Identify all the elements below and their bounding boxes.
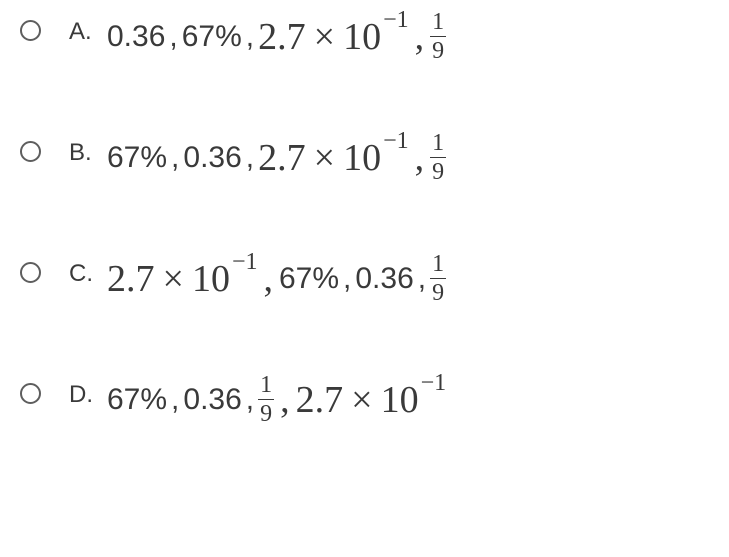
separator: , (263, 260, 273, 298)
value-text: 0.36 (183, 143, 241, 173)
sci-exponent: −1 (232, 250, 258, 274)
separator: , (246, 385, 254, 415)
value-text: 67% (279, 264, 339, 294)
option-letter: C. (69, 260, 99, 288)
option-expression: 2.7×10−1,67%, 0.36, 19 (107, 252, 446, 305)
fraction: 19 (430, 10, 446, 63)
sci-exponent: −1 (383, 129, 409, 153)
fraction: 19 (258, 373, 274, 426)
scientific-notation: 2.7×10−1 (296, 381, 446, 419)
times-symbol: × (351, 381, 372, 419)
option-letter: A. (69, 18, 99, 46)
sci-base: 10 (343, 139, 381, 177)
radio-button[interactable] (20, 262, 41, 283)
scientific-notation: 2.7×10−1 (258, 18, 408, 56)
value-text: 0.36 (183, 385, 241, 415)
radio-button[interactable] (20, 20, 41, 41)
sci-coefficient: 2.7 (258, 18, 306, 56)
option-expression: 67%, 0.36,2.7×10−1,19 (107, 131, 446, 184)
radio-button[interactable] (20, 141, 41, 162)
separator: , (415, 139, 425, 177)
sci-base: 10 (192, 260, 230, 298)
fraction-numerator: 1 (430, 10, 446, 36)
fraction-numerator: 1 (430, 131, 446, 157)
option-letter: D. (69, 381, 99, 409)
sci-base: 10 (343, 18, 381, 56)
separator: , (171, 143, 179, 173)
radio-button[interactable] (20, 383, 41, 404)
fraction-denominator: 9 (430, 278, 446, 305)
option-row: A.0.36, 67%, 2.7×10−1,19 (20, 10, 709, 63)
option-row: D.67%, 0.36,19,2.7×10−1 (20, 373, 709, 426)
value-text: 0.36 (355, 264, 413, 294)
scientific-notation: 2.7×10−1 (258, 139, 408, 177)
separator: , (280, 381, 290, 419)
times-symbol: × (314, 18, 335, 56)
separator: , (171, 385, 179, 415)
times-symbol: × (314, 139, 335, 177)
option-expression: 0.36, 67%, 2.7×10−1,19 (107, 10, 446, 63)
separator: , (415, 18, 425, 56)
separator: , (169, 22, 177, 52)
scientific-notation: 2.7×10−1 (107, 260, 257, 298)
sci-coefficient: 2.7 (258, 139, 306, 177)
value-text: 67% (107, 385, 167, 415)
fraction-numerator: 1 (430, 252, 446, 278)
option-letter: B. (69, 139, 99, 167)
sci-coefficient: 2.7 (296, 381, 344, 419)
option-row: B.67%, 0.36,2.7×10−1,19 (20, 131, 709, 184)
times-symbol: × (163, 260, 184, 298)
sci-exponent: −1 (383, 8, 409, 32)
sci-coefficient: 2.7 (107, 260, 155, 298)
separator: , (246, 22, 254, 52)
option-expression: 67%, 0.36,19,2.7×10−1 (107, 373, 446, 426)
separator: , (343, 264, 351, 294)
sci-base: 10 (381, 381, 419, 419)
fraction-denominator: 9 (430, 157, 446, 184)
fraction-denominator: 9 (258, 399, 274, 426)
value-text: 67% (107, 143, 167, 173)
fraction-denominator: 9 (430, 36, 446, 63)
fraction-numerator: 1 (258, 373, 274, 399)
fraction: 19 (430, 252, 446, 305)
separator: , (246, 143, 254, 173)
separator: , (418, 264, 426, 294)
value-text: 67% (182, 22, 242, 52)
option-row: C.2.7×10−1,67%, 0.36, 19 (20, 252, 709, 305)
value-text: 0.36 (107, 22, 165, 52)
sci-exponent: −1 (421, 371, 447, 395)
fraction: 19 (430, 131, 446, 184)
